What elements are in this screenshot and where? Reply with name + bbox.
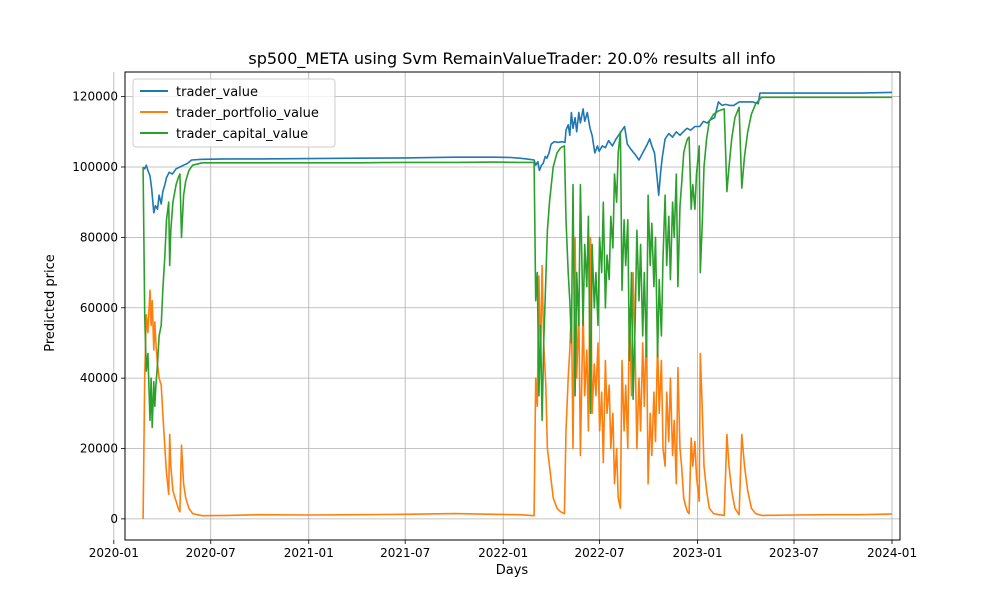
x-tick-label: 2021-01 [284,546,334,560]
x-tick-label: 2023-01 [673,546,723,560]
x-tick-label: 2024-01 [867,546,917,560]
y-tick-label: 40000 [80,371,118,385]
y-tick-label: 20000 [80,442,118,456]
x-tick-label: 2022-07 [575,546,625,560]
chart-title: sp500_META using Svm RemainValueTrader: … [248,49,775,69]
series-lines [142,91,893,519]
plot-area-frame [124,71,901,541]
y-axis-ticks: 0 20000 40000 60000 80000 100000 120000 [72,90,125,526]
y-tick-label: 60000 [80,301,118,315]
series-line-trader-portfolio-value [142,236,893,519]
y-tick-label: 100000 [72,160,118,174]
legend-label-trader-portfolio-value: trader_portfolio_value [176,106,319,121]
x-tick-label: 2021-07 [380,546,430,560]
x-tick-label: 2020-01 [89,546,139,560]
y-tick-label: 120000 [72,90,118,104]
series-line-trader-value [142,91,893,214]
x-axis-label: Days [496,563,529,578]
x-axis-ticks: 2020-01 2020-07 2021-01 2021-07 2022-01 2022-… [89,540,917,560]
legend-label-trader-value: trader_value [176,85,258,100]
legend-box [132,78,336,148]
x-tick-label: 2023-07 [769,546,819,560]
x-tick-label: 2022-01 [478,546,528,560]
legend-label-trader-capital-value: trader_capital_value [176,127,308,142]
x-tick-label: 2020-07 [186,546,236,560]
y-axis-label: Predicted price [43,254,58,352]
y-tick-label: 80000 [80,230,118,244]
series-line-trader-capital-value [142,96,892,429]
y-tick-label: 0 [110,512,118,526]
legend: trader_value trader_portfolio_value trad… [132,78,336,148]
